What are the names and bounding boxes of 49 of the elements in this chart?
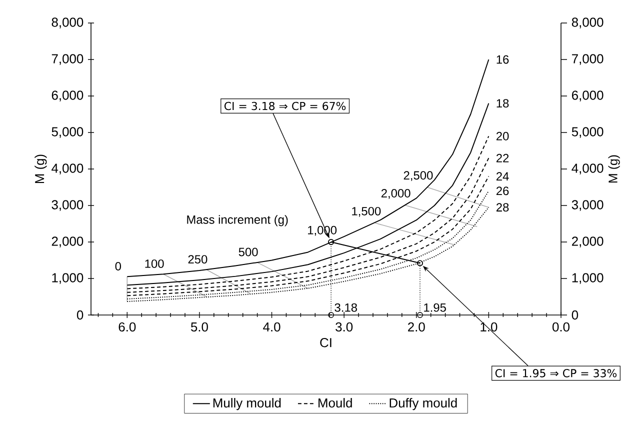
annotation: Mass increment (g): [187, 215, 288, 226]
y2-tick-label: 1,000: [572, 273, 604, 284]
y2-tick-label: 7,000: [572, 54, 604, 65]
x-tick-label: 6.0: [118, 322, 136, 332]
y-tick-label: 4,000: [52, 164, 84, 174]
y2-tick-label: 3,000: [572, 200, 604, 211]
annotation: 24: [496, 172, 509, 180]
y-tick-label: 0: [76, 310, 84, 320]
x-tick-label: 5.0: [190, 322, 208, 332]
annotation: 16: [496, 55, 509, 64]
annotation: 28: [496, 203, 509, 212]
y2-tick-label: 5,000: [572, 127, 604, 138]
y-tick-label: 8,000: [52, 18, 84, 28]
x-tick-label: 3.0: [336, 322, 353, 332]
y-tick-label: 5,000: [52, 127, 84, 138]
y-tick-label: 7,000: [52, 54, 84, 65]
y2-axis-title: M (g): [608, 155, 620, 183]
annotation: 18: [496, 99, 509, 108]
x-tick-label: 4.0: [263, 322, 280, 332]
annotation: 1.95: [424, 303, 446, 312]
y2-tick-label: 8,000: [572, 18, 604, 28]
annotation: 22: [496, 154, 509, 162]
legend-label: Mully mould: [213, 398, 281, 410]
y2-tick-label: 2,000: [572, 236, 604, 248]
y2-tick-label: 6,000: [572, 90, 604, 102]
annotation: CI = 1.95 ⇒ CP = 33%: [495, 369, 617, 378]
x-tick-label: 2.0: [408, 322, 425, 332]
annotation: 100: [145, 259, 164, 268]
y-tick-label: 3,000: [52, 200, 84, 211]
y-tick-label: 1,000: [52, 273, 84, 284]
annotation: 2,500: [404, 171, 433, 182]
annotation: 1,500: [352, 206, 381, 217]
y-axis-title: M (g): [34, 154, 47, 184]
legend-label: Mould: [318, 398, 352, 408]
annotation: 20: [496, 132, 509, 140]
annotation: 250: [188, 255, 208, 264]
y2-tick-label: 4,000: [572, 164, 604, 174]
annotation: 500: [238, 248, 258, 256]
annotation: CI = 3.18 ⇒ CP = 67%: [224, 102, 346, 110]
annotation: 26: [496, 186, 509, 196]
y-tick-label: 6,000: [52, 90, 84, 102]
annotation: 3.18: [334, 303, 358, 312]
x-axis-title: CI: [320, 338, 332, 348]
x-tick-label: 0.0: [552, 322, 570, 332]
annotation: 0: [115, 262, 122, 270]
y2-tick-label: 0: [572, 310, 578, 320]
legend-label: Duffy mould: [390, 398, 457, 410]
y-tick-label: 2,000: [52, 236, 84, 248]
annotation: 2,000: [381, 189, 410, 199]
